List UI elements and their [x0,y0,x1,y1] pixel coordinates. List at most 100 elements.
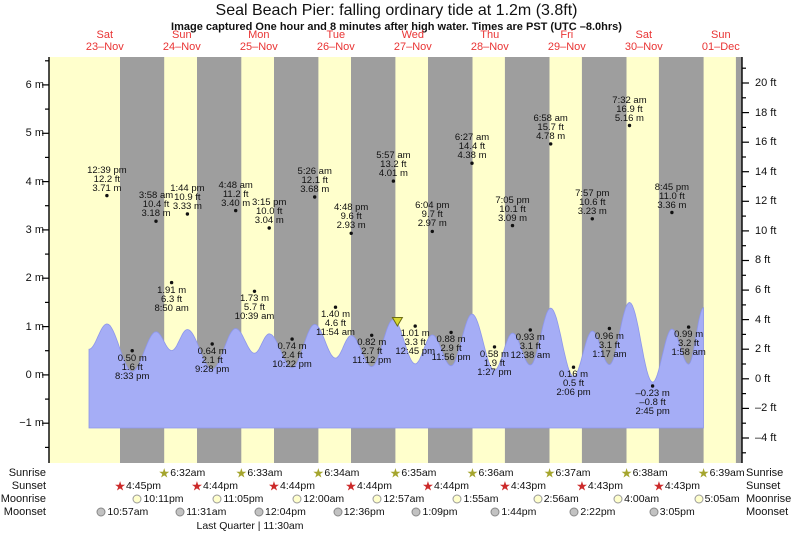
tide-event-dot [449,330,453,335]
low-tide-label: 0.99 m 3.2 ft 1:58 am [671,329,706,359]
high-tide-label: 3:58 am 10.4 ft 3.18 m [138,190,174,220]
sunrise-star-icon: ★ [235,465,248,481]
high-tide-label: 7:32 am 16.9 ft 5.16 m [612,94,647,124]
tide-event-dot [627,123,632,128]
moonrise-circle-icon [292,494,302,504]
tide-event-dot [105,193,109,198]
day-header: Sat 30–Nov [624,29,663,53]
sunrise-time: 6:39am [709,467,745,479]
tide-event-dot [670,210,674,215]
tide-event-dot [252,289,257,293]
moonrise-row-label-right: Moonrise [746,493,792,505]
tide-event-dot [607,326,612,331]
moonrise-circle-icon [212,494,222,504]
high-tide-label: 6:04 pm 9.7 ft 2.97 m [415,200,450,230]
sunset-row-label-right: Sunset [746,480,781,492]
moonset-circle-icon [175,507,185,517]
moonset-time: 1:09pm [422,506,458,518]
high-tide-label: 5:57 am 13.2 ft 4.01 m [376,150,411,180]
moonset-row-label-left: Moonset [3,506,46,518]
sunset-star-icon: ★ [345,478,357,494]
y-axis-left-label: 1 m [25,320,44,333]
sunset-time: 4:44pm [433,480,470,492]
sunrise-time: 6:35am [401,467,437,479]
moonrise-circle-icon [613,494,623,504]
sunset-star-icon: ★ [114,478,126,494]
moonset-circle-icon [569,507,579,517]
sunrise-time: 6:34am [324,467,360,479]
tide-event-dot [370,333,374,337]
sunset-star-icon: ★ [191,478,203,494]
tide-event-dot [492,345,497,349]
tide-event-dot [686,325,691,329]
y-axis-left-label: 4 m [25,175,44,188]
tide-event-dot [413,324,417,328]
moonset-time: 11:31am [186,506,227,518]
day-header: Wed 27–Nov [393,29,432,53]
moonrise-row-label-left: Moonrise [0,493,46,505]
y-axis-left-label: 0 m [25,368,44,381]
sunset-time: 4:43pm [587,480,623,492]
sunrise-time: 6:32am [170,467,206,479]
sunrise-star-icon: ★ [620,465,633,481]
sunset-star-icon: ★ [653,478,665,494]
chart-subtitle: Image captured One hour and 8 minutes af… [171,21,622,33]
high-tide-label: 1:44 pm 10.9 ft 3.33 m [170,182,205,212]
y-axis-left-label: 2 m [25,272,44,285]
high-tide-label: 8:45 pm 11.0 ft 3.36 m [654,181,690,211]
y-axis-left-label: −1 m [19,417,44,430]
current-time-marker-icon [391,317,404,327]
low-tide-label: 0.93 m 3.1 ft 12:38 am [510,331,551,361]
sunrise-star-icon: ★ [312,465,325,481]
y-axis-left-label: 5 m [25,127,44,140]
y-axis-left-label: 6 m [25,78,44,91]
sunset-star-icon: ★ [422,478,434,494]
moonset-time: 12:36pm [343,506,385,518]
night-band [735,57,742,463]
sunset-time: 4:44pm [279,480,316,492]
tide-event-dot [391,179,396,183]
low-tide-label: 0.88 m 2.9 ft 11:56 pm [431,334,471,364]
low-tide-label: 0.82 m 2.7 ft 11:12 pm [352,337,392,367]
high-tide-label: 3:15 pm 10.0 ft 3.04 m [252,196,287,226]
y-axis-right-label: 12 ft [755,195,777,208]
moonset-circle-icon [490,507,500,517]
day-header: Mon 25–Nov [239,29,278,53]
low-tide-label: –0.23 m –0.8 ft 2:45 pm [635,388,670,418]
sunset-star-icon: ★ [499,478,511,494]
sunrise-row-label-left: Sunrise [8,467,46,479]
high-tide-label: 4:48 pm 9.6 ft 2.93 m [334,202,369,232]
high-tide-label: 7:05 pm 10.1 ft 3.09 m [495,194,530,224]
moonrise-time: 11:05pm [223,493,264,505]
low-tide-label: 0.64 m 2.1 ft 9:28 pm [195,345,230,375]
moonset-circle-icon [254,507,264,517]
y-axis-right-label: 14 ft [755,165,777,178]
y-axis-right-label: 2 ft [755,343,771,356]
low-tide-label: 1.91 m 6.3 ft 8:50 am [154,284,189,314]
low-tide-label: 1.01 m 3.3 ft 12:45 pm [395,328,436,358]
tide-event-dot [154,219,158,223]
tide-event-dot [169,280,174,285]
sunrise-star-icon: ★ [466,465,479,481]
moonrise-time: 1:55am [463,493,499,505]
sunrise-time: 6:38am [632,467,668,479]
tide-event-dot [590,217,594,221]
day-header: Tue 26–Nov [316,29,355,53]
moonset-time: 12:04pm [265,506,306,518]
y-axis-right-label: 18 ft [755,106,777,119]
tide-event-dot [290,337,294,341]
tide-event-dot [234,208,238,213]
tide-event-dot [349,231,353,235]
high-tide-label: 7:57 pm 10.6 ft 3.23 m [575,187,610,217]
tide-event-dot [650,384,655,388]
moonrise-time: 12:57am [383,493,425,505]
sunrise-time: 6:37am [555,467,591,479]
y-axis-right-label: 4 ft [755,313,771,326]
tide-curve [88,302,704,429]
y-axis-right-label: 6 ft [755,284,771,297]
day-header: Fri 29–Nov [547,29,586,53]
page-title: Seal Beach Pier: falling ordinary tide a… [215,2,578,19]
moonset-time: 2:22pm [580,506,616,518]
high-tide-label: 12:39 pm 12.2 ft 3.71 m [87,164,127,194]
